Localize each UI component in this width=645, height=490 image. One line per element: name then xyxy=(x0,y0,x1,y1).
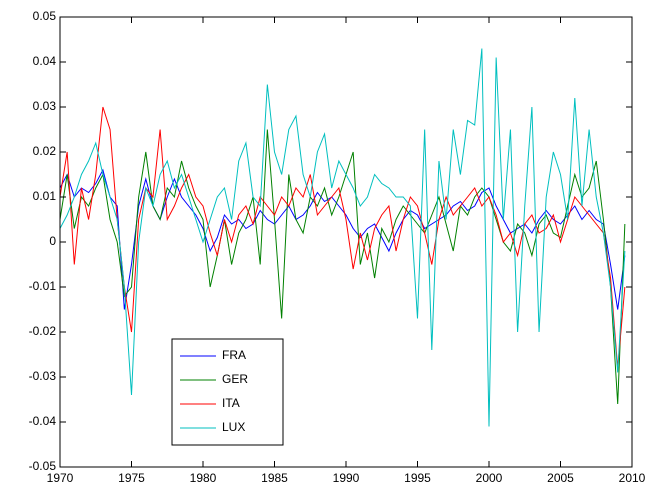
y-tick-label: 0.01 xyxy=(33,189,57,203)
x-tick-label: 1990 xyxy=(333,471,360,485)
legend-box xyxy=(171,338,284,446)
x-tick-label: 1970 xyxy=(47,471,74,485)
x-tick-label: 1995 xyxy=(404,471,431,485)
x-tick-label: 2010 xyxy=(619,471,645,485)
y-tick-label: 0.05 xyxy=(33,9,57,23)
data-line xyxy=(59,106,626,369)
y-tick-label: -0.02 xyxy=(29,324,57,338)
y-tick-label: 0.04 xyxy=(33,54,57,68)
legend: FRA GER ITA LUX xyxy=(171,338,284,446)
x-tick-label: 1975 xyxy=(118,471,145,485)
y-tick-label: 0 xyxy=(49,234,56,248)
y-tick-label: -0.04 xyxy=(29,414,57,428)
y-tick-label: -0.03 xyxy=(29,369,57,383)
legend-label: FRA xyxy=(222,348,246,362)
data-line xyxy=(59,48,626,427)
y-tick-label: -0.05 xyxy=(29,459,57,473)
data-line xyxy=(59,129,626,405)
x-tick-label: 2000 xyxy=(476,471,503,485)
y-tick-label: -0.01 xyxy=(29,279,57,293)
legend-label: LUX xyxy=(222,420,245,434)
y-tick-label: 0.02 xyxy=(33,144,57,158)
x-tick-label: 1980 xyxy=(190,471,217,485)
legend-label: GER xyxy=(222,372,248,386)
legend-label: ITA xyxy=(222,396,240,410)
y-tick-label: 0.03 xyxy=(33,99,57,113)
x-tick-label: 1985 xyxy=(261,471,288,485)
x-tick-label: 2005 xyxy=(547,471,574,485)
